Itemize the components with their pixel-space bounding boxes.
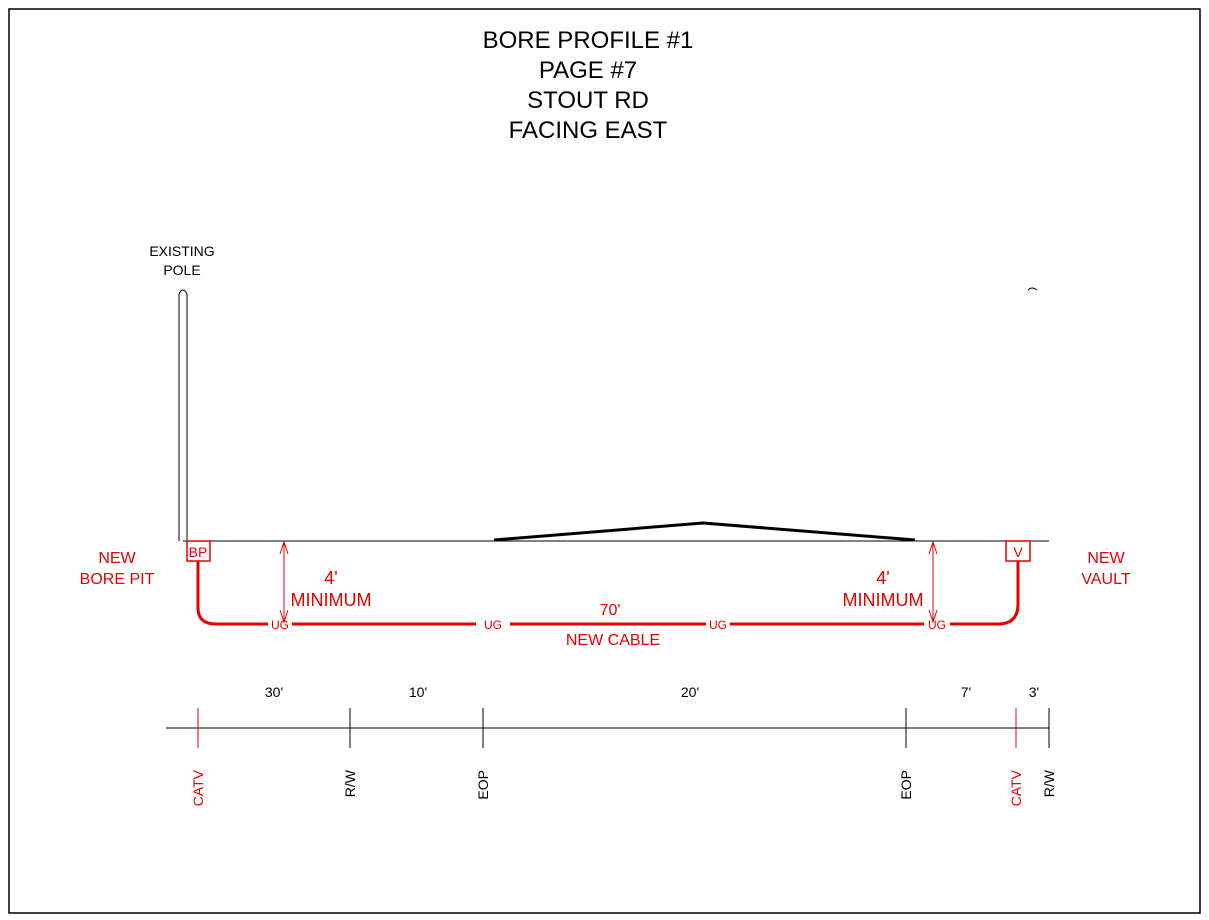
vault-label-line-2: VAULT [1081,571,1130,588]
title-block: BORE PROFILE #1 PAGE #7 STOUT RD FACING … [483,27,694,144]
pole-label-line-2: POLE [163,262,200,278]
pole-label-line-1: EXISTING [149,243,214,259]
bore-pit-label-line-2: BORE PIT [80,571,155,588]
dimension-7ft: 7' [961,684,971,700]
station-label-rw-right: R/W [1041,769,1057,797]
cable-segment-5 [950,561,1020,626]
ug-marker-2: UG [484,618,502,632]
depth-arrow-down-right [928,609,938,624]
dimension-line: 30' 10' 20' 7' 3' [166,684,1050,748]
title-line-2: PAGE #7 [539,57,637,84]
new-bore-pit: BP NEW BORE PIT [80,540,211,588]
vault-label-line-1: NEW [1087,550,1125,567]
station-label-catv-right: CATV [1008,769,1024,806]
station-label-rw-left: R/W [342,769,358,797]
depth-value-left: 4' [324,568,337,588]
pole-icon [178,289,188,541]
depth-label-left: MINIMUM [291,590,372,610]
depth-label-right: MINIMUM [843,590,924,610]
station-labels: CATV R/W EOP EOP CATV R/W [190,769,1057,806]
station-label-catv-left: CATV [190,769,206,806]
road-surface [493,521,916,542]
dimension-3ft: 3' [1029,684,1039,700]
dimension-20ft: 20' [681,684,699,700]
dimension-30ft: 30' [265,684,283,700]
new-cable-bore-path: UG UG UG UG 70' NEW CABLE [196,561,1020,649]
ug-marker-3: UG [709,618,727,632]
bore-pit-label-line-1: NEW [98,550,136,567]
title-line-3: STOUT RD [527,87,649,114]
title-line-1: BORE PROFILE #1 [483,27,694,54]
station-label-eop-right: EOP [898,770,914,800]
arc-mark [1027,287,1038,291]
ug-marker-1: UG [271,618,289,632]
depth-arrow-up-right [928,540,938,555]
vault-symbol: V [1013,544,1023,560]
ground-profile [183,521,1049,542]
new-vault: V NEW VAULT [1005,540,1131,588]
dimension-10ft: 10' [409,684,427,700]
depth-callout-left: 4' MINIMUM [279,540,372,624]
station-label-eop-left: EOP [475,770,491,800]
bore-pit-symbol: BP [189,544,208,560]
cable-label: NEW CABLE [566,632,660,649]
ug-marker-4: UG [928,618,946,632]
cable-segment-1 [196,561,268,626]
cable-length: 70' [600,602,621,619]
depth-arrow-up-left [279,540,289,555]
sheet-border [8,8,1201,914]
depth-arrow-down-left [279,609,289,624]
depth-value-right: 4' [876,568,889,588]
depth-callout-right: 4' MINIMUM [843,540,938,624]
existing-pole: EXISTING POLE [149,243,215,541]
title-line-4: FACING EAST [509,117,668,144]
